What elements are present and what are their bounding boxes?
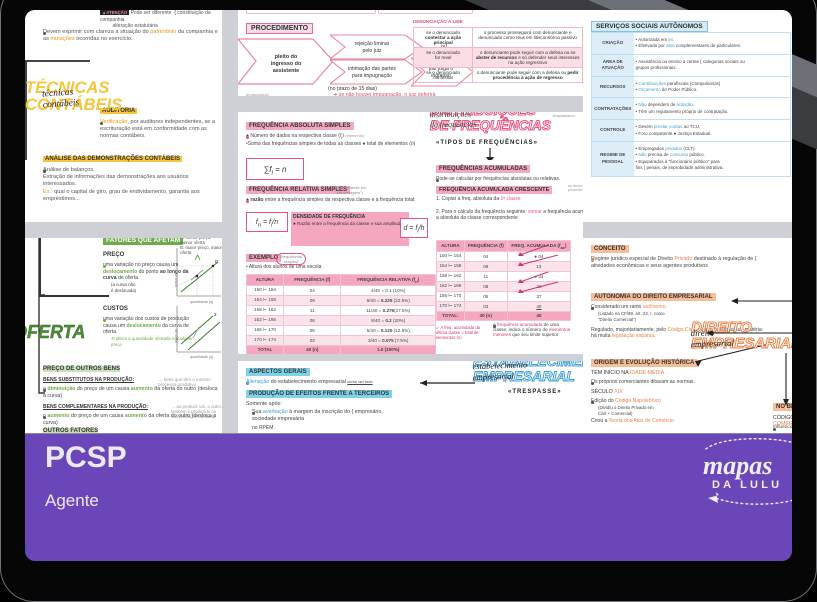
svg-text:para impugnação: para impugnação <box>352 73 392 79</box>
svg-text:preço (p): preço (p) <box>175 273 178 287</box>
svg-text:preço (p): preço (p) <box>175 329 178 343</box>
svg-text:rejeição liminar: rejeição liminar <box>355 41 390 47</box>
svg-text:1: 1 <box>221 320 222 325</box>
svg-text:quantidade (q): quantidade (q) <box>190 355 213 359</box>
svg-text:DA LULU: DA LULU <box>712 479 782 491</box>
svg-text:pleito do: pleito do <box>275 54 298 60</box>
svg-text:intimação das partes: intimação das partes <box>348 66 396 72</box>
svg-text:pelo juiz: pelo juiz <box>362 48 381 54</box>
svg-text:mapas: mapas <box>703 451 772 480</box>
svg-text:assistente: assistente <box>273 68 299 74</box>
svg-text:2: 2 <box>214 312 217 317</box>
svg-text:B: B <box>215 259 218 264</box>
svg-text:ingresso do: ingresso do <box>271 61 302 67</box>
